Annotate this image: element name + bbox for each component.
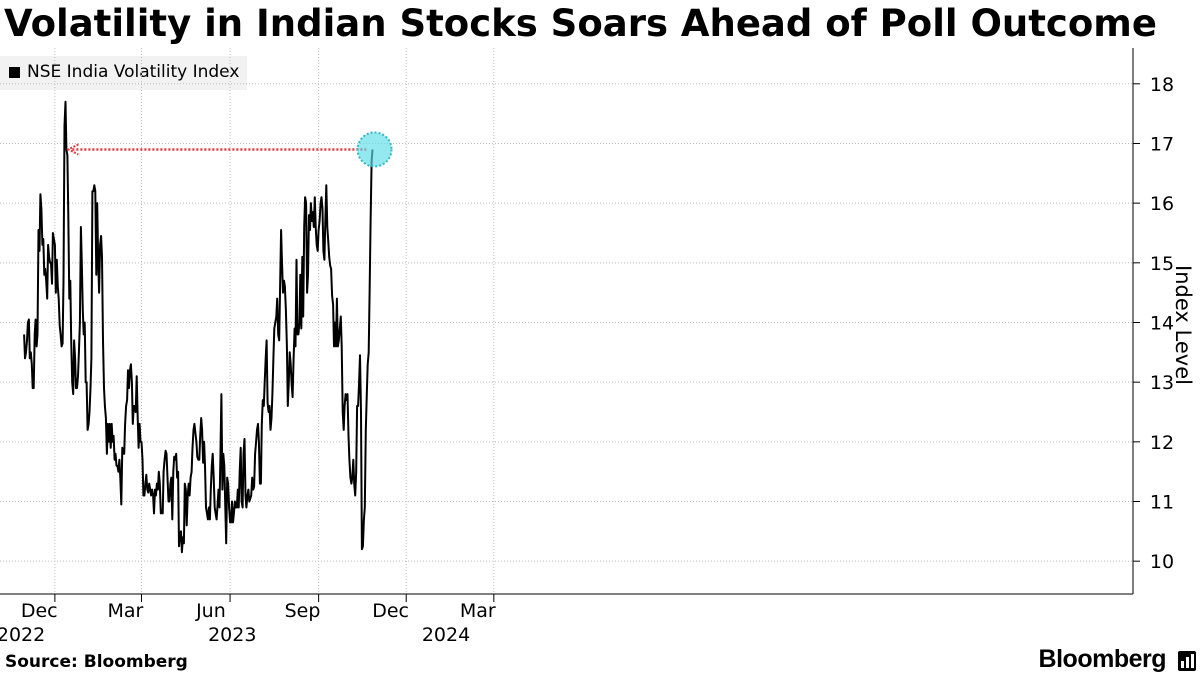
x-tick-label-year: 2022 — [0, 624, 45, 646]
x-tick-label-year: 2024 — [422, 624, 470, 646]
source-note: Source: Bloomberg — [5, 652, 188, 672]
x-tick-label-month: Sep — [285, 600, 321, 622]
gridlines — [0, 48, 1133, 594]
chart-title: Volatility in Indian Stocks Soars Ahead … — [4, 2, 1157, 45]
annotation-highlight-circle — [356, 131, 393, 168]
y-tick-label: 11 — [1150, 492, 1174, 514]
x-tick-label-month: Mar — [460, 600, 496, 622]
x-tick-label-month: Jun — [195, 600, 226, 622]
x-tick-label-year: 2023 — [208, 624, 256, 646]
series-group — [23, 100, 374, 554]
annotation-group — [66, 131, 393, 168]
y-axis-ticks: 10 11 12 13 14 15 16 17 18 — [1133, 74, 1174, 573]
y-tick-label: 16 — [1150, 193, 1174, 215]
y-tick-label: 17 — [1150, 133, 1174, 155]
annotation-arrow-head — [66, 143, 79, 156]
y-axis-label: Index Level — [1171, 265, 1195, 385]
x-tick-label-month: Dec — [372, 600, 409, 622]
y-tick-label: 12 — [1150, 432, 1174, 454]
y-tick-label: 18 — [1150, 74, 1174, 96]
series-line-vix — [23, 100, 374, 554]
x-tick-label-month: Dec — [21, 600, 58, 622]
legend-label: NSE India Volatility Index — [27, 62, 240, 82]
y-tick-label: 15 — [1150, 253, 1174, 275]
x-tick-label-month: Mar — [108, 600, 144, 622]
bar-chart-icon — [1178, 651, 1196, 671]
legend-swatch — [9, 67, 20, 78]
y-tick-label: 10 — [1150, 551, 1174, 573]
axes — [0, 48, 1134, 595]
legend: NSE India Volatility Index — [0, 56, 247, 90]
y-tick-label: 13 — [1150, 372, 1174, 394]
brand-logo-text: Bloomberg — [1038, 645, 1167, 673]
y-tick-label: 14 — [1150, 312, 1174, 334]
